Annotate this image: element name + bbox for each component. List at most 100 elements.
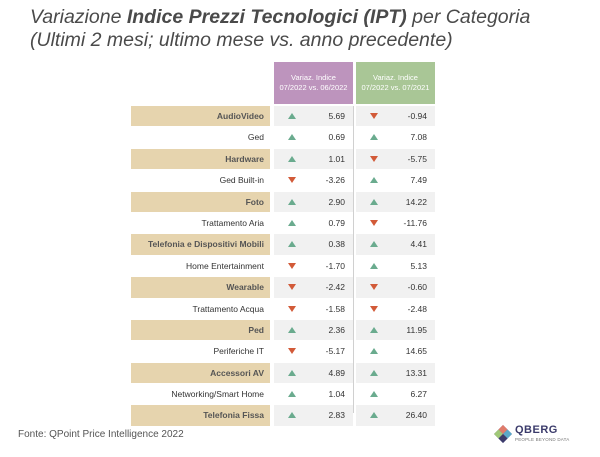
- table-row: Hardware 1.01 -5.75: [131, 148, 437, 171]
- mom-value: 2.36: [328, 324, 345, 335]
- mom-cell: 2.36: [274, 319, 353, 341]
- mom-cell: -2.42: [274, 277, 353, 298]
- triangle-up-icon: [370, 241, 378, 248]
- yoy-value: -2.48: [407, 303, 427, 314]
- yoy-cell: 5.13: [356, 256, 435, 276]
- mom-cell: -1.70: [274, 256, 353, 276]
- table-row: Telefonia Fissa 2.83 26.40: [131, 405, 437, 427]
- mom-value: 1.01: [328, 153, 345, 164]
- chart-title: Variazione Indice Prezzi Tecnologici (IP…: [30, 6, 530, 52]
- category-label: Periferiche IT: [213, 346, 264, 357]
- category-label: Trattamento Acqua: [192, 303, 264, 314]
- category-label: Wearable: [131, 277, 270, 298]
- mom-value: 0.69: [328, 132, 345, 143]
- mom-cell: 1.01: [274, 148, 353, 170]
- category-label: Ged: [247, 132, 264, 143]
- category-label: Ped: [131, 319, 270, 341]
- table-row: Accessori AV 4.89 13.31: [131, 362, 437, 385]
- yoy-value: 7.49: [410, 175, 427, 186]
- column-header-title: Variaz. Indice: [373, 73, 418, 82]
- triangle-up-icon: [288, 412, 296, 419]
- yoy-cell: 13.31: [356, 362, 435, 384]
- mom-cell: 0.79: [274, 213, 353, 233]
- yoy-cell: -2.48: [356, 299, 435, 319]
- yoy-value: 7.08: [410, 132, 427, 143]
- mom-value: 4.89: [328, 367, 345, 378]
- mom-value: -1.58: [325, 303, 345, 314]
- logo-tagline: PEOPLE BEYOND DATA: [515, 437, 570, 442]
- triangle-up-icon: [288, 134, 296, 141]
- mom-cell: 5.69: [274, 106, 353, 127]
- table-row: Networking/Smart Home 1.04 6.27: [131, 384, 437, 406]
- source-note: Fonte: QPoint Price Intelligence 2022: [18, 429, 184, 440]
- category-label: Ged Built-in: [219, 175, 264, 186]
- column-header-mom: Variaz. Indice 07/2022 vs. 06/2022: [274, 62, 353, 104]
- mom-value: 1.04: [328, 389, 345, 400]
- triangle-up-icon: [370, 177, 378, 184]
- yoy-value: -5.75: [407, 153, 427, 164]
- triangle-down-icon: [288, 305, 296, 312]
- mom-cell: 2.83: [274, 405, 353, 426]
- yoy-value: 5.13: [410, 260, 427, 271]
- table-row: Trattamento Aria 0.79 -11.76: [131, 213, 437, 235]
- yoy-value: 26.40: [405, 410, 427, 421]
- column-divider: [353, 106, 354, 413]
- table-row: Ged Built-in -3.26 7.49: [131, 170, 437, 192]
- title-suffix: per Categoria: [406, 6, 531, 28]
- triangle-up-icon: [370, 262, 378, 269]
- column-header-title: Variaz. Indice: [291, 73, 336, 82]
- triangle-down-icon: [288, 262, 296, 269]
- qberg-logo: QBERG PEOPLE BEYOND DATA: [494, 424, 574, 446]
- table-body: AudioVideo 5.69 -0.94 Ged 0.69 7.08 Hardware 1.…: [131, 106, 437, 427]
- yoy-cell: 6.27: [356, 384, 435, 404]
- table-row: Periferiche IT -5.17 14.65: [131, 341, 437, 363]
- yoy-cell: 26.40: [356, 405, 435, 426]
- triangle-up-icon: [370, 412, 378, 419]
- table-row: Ged 0.69 7.08: [131, 127, 437, 149]
- triangle-up-icon: [370, 198, 378, 205]
- table-row: Wearable -2.42 -0.60: [131, 277, 437, 299]
- triangle-up-icon: [288, 198, 296, 205]
- triangle-down-icon: [288, 177, 296, 184]
- yoy-value: -11.76: [403, 217, 427, 228]
- mom-cell: 2.90: [274, 191, 353, 212]
- mom-cell: 0.69: [274, 127, 353, 147]
- table-row: Ped 2.36 11.95: [131, 319, 437, 342]
- qberg-mark-icon: [494, 425, 512, 443]
- table-row: Trattamento Acqua -1.58 -2.48: [131, 299, 437, 320]
- mom-cell: -1.58: [274, 299, 353, 319]
- yoy-cell: -5.75: [356, 148, 435, 170]
- triangle-up-icon: [288, 113, 296, 119]
- triangle-down-icon: [370, 284, 378, 291]
- yoy-cell: 14.65: [356, 341, 435, 361]
- mom-cell: -3.26: [274, 170, 353, 190]
- mom-cell: -5.17: [274, 341, 353, 361]
- triangle-up-icon: [370, 348, 378, 355]
- column-header-yoy: Variaz. Indice 07/2022 vs. 07/2021: [356, 62, 435, 104]
- title-prefix: Variazione: [30, 6, 127, 28]
- mom-cell: 4.89: [274, 362, 353, 384]
- yoy-value: 6.27: [410, 389, 427, 400]
- table-row: AudioVideo 5.69 -0.94: [131, 106, 437, 128]
- triangle-up-icon: [288, 241, 296, 248]
- yoy-cell: 11.95: [356, 319, 435, 341]
- column-header-subtitle: 07/2022 vs. 06/2022: [279, 83, 348, 92]
- title-line-1: Variazione Indice Prezzi Tecnologici (IP…: [30, 6, 530, 29]
- triangle-down-icon: [370, 113, 378, 119]
- yoy-value: -0.60: [407, 282, 427, 293]
- mom-value: -1.70: [325, 260, 345, 271]
- triangle-down-icon: [370, 219, 378, 226]
- yoy-cell: 4.41: [356, 234, 435, 255]
- triangle-up-icon: [370, 134, 378, 141]
- table-row: Foto 2.90 14.22: [131, 191, 437, 213]
- triangle-down-icon: [288, 348, 296, 355]
- category-label: Trattamento Aria: [201, 217, 264, 228]
- category-label: Hardware: [131, 148, 270, 170]
- triangle-up-icon: [288, 155, 296, 162]
- logo-name: QBERG: [515, 424, 558, 436]
- triangle-down-icon: [370, 155, 378, 162]
- triangle-down-icon: [370, 305, 378, 312]
- category-label: Telefonia Fissa: [131, 405, 270, 426]
- triangle-up-icon: [288, 326, 296, 333]
- title-bold: Indice Prezzi Tecnologici (IPT): [126, 6, 407, 28]
